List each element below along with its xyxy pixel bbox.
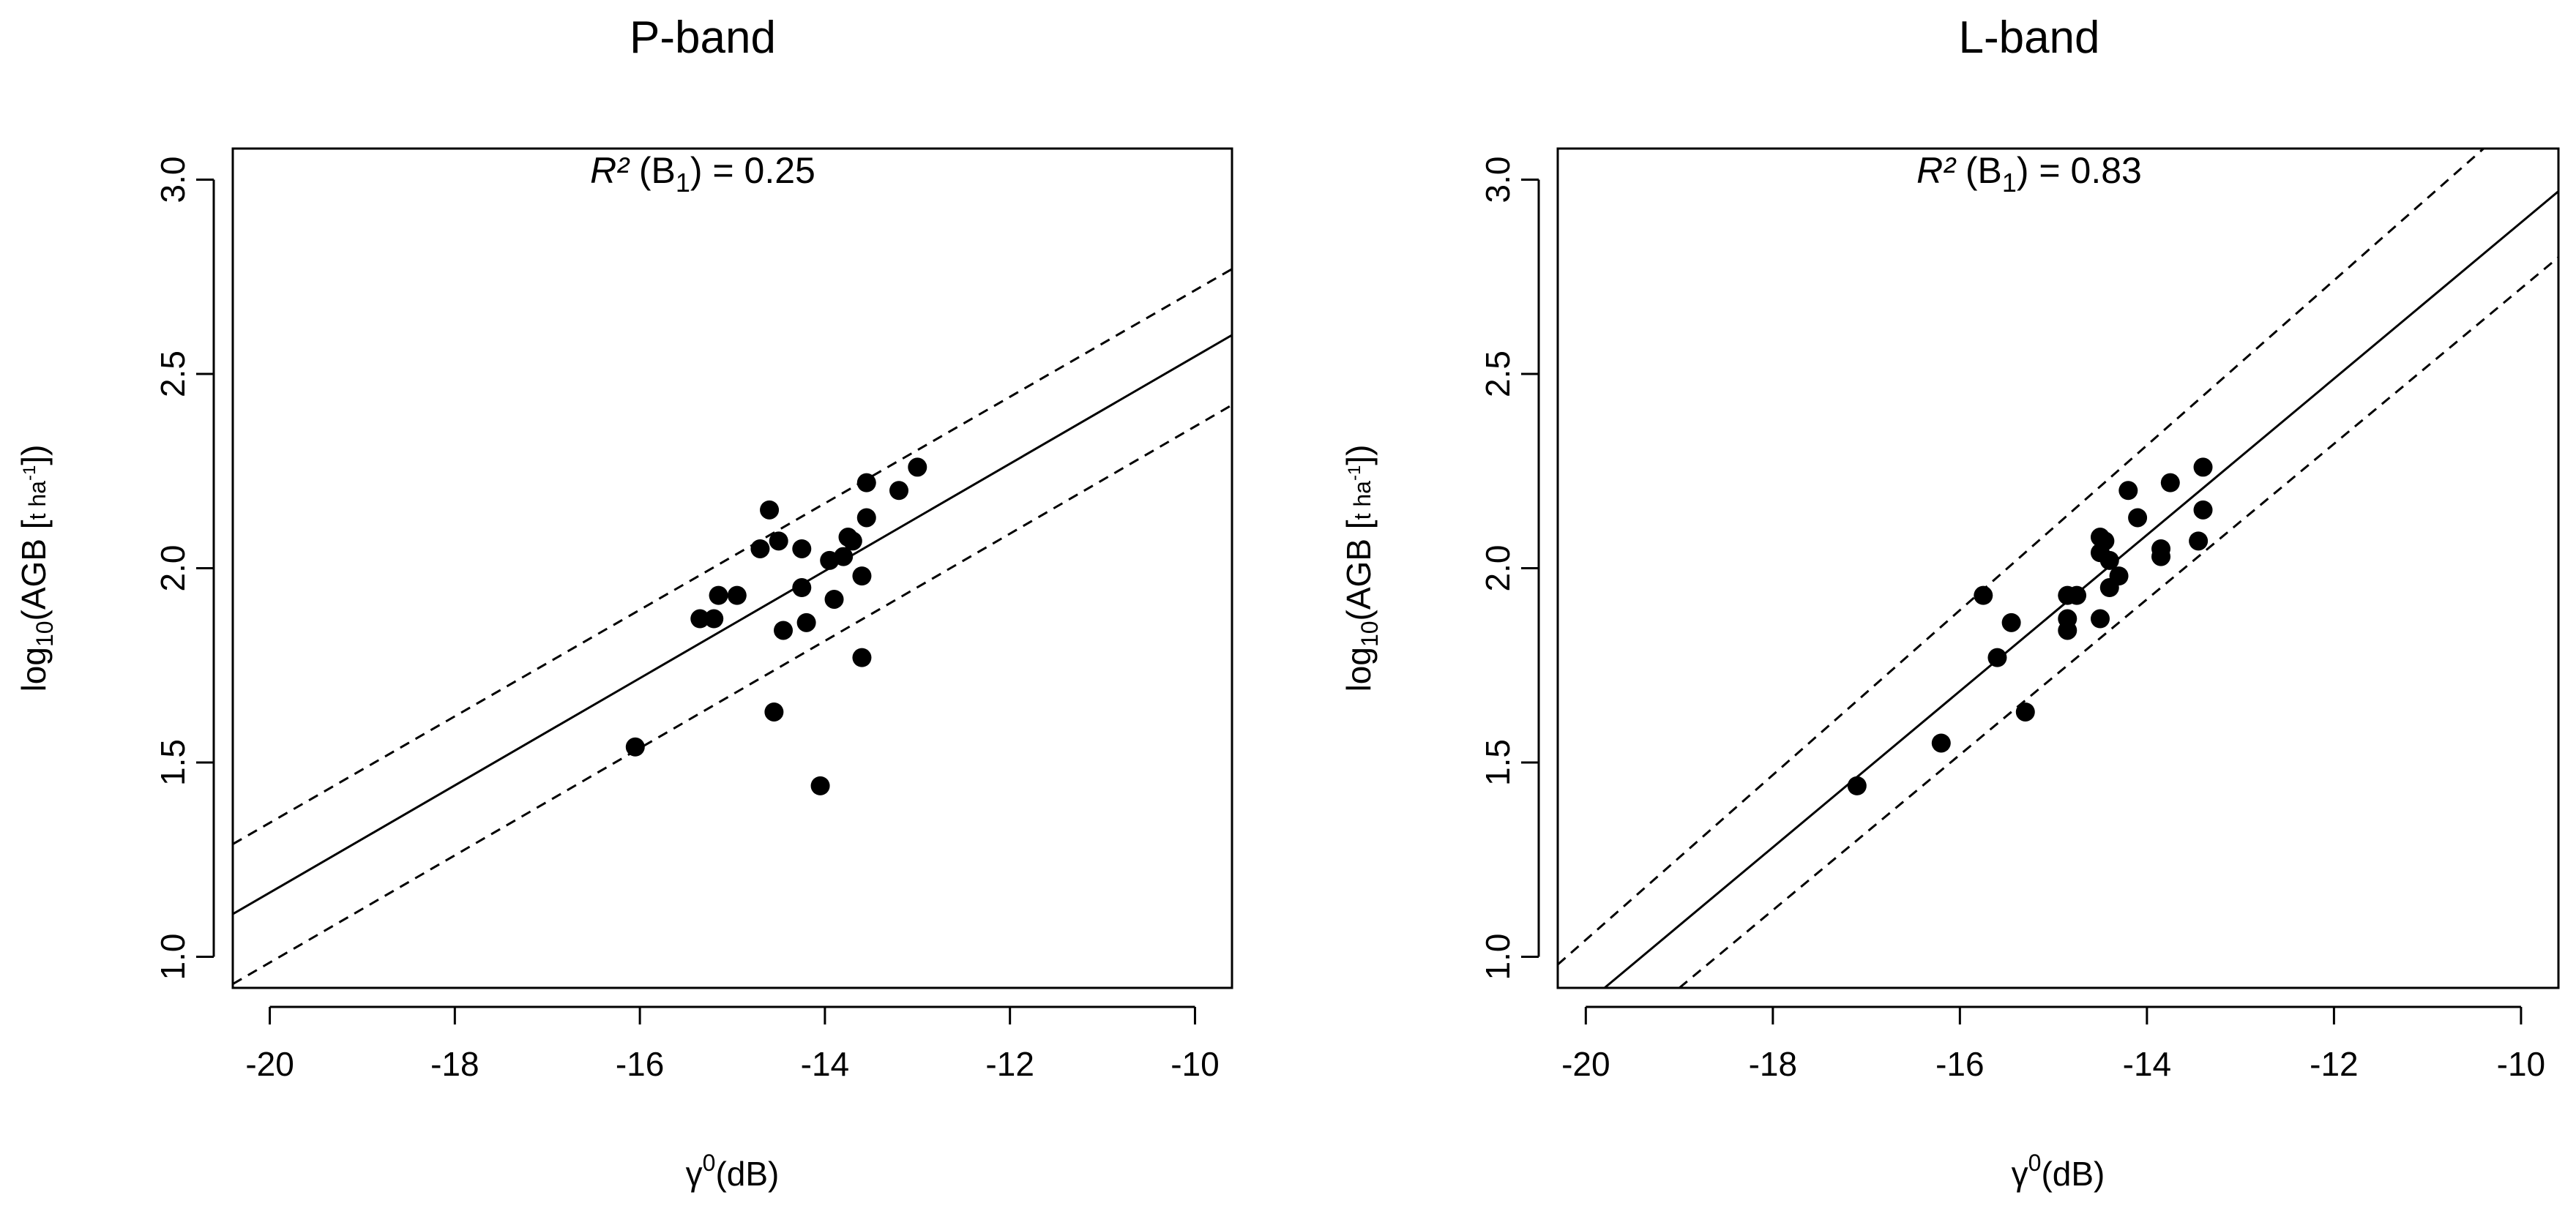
x-tick-label: -12 [985,1045,1034,1083]
x-tick-label: -16 [1935,1045,1984,1083]
chart-title: L-band [1958,12,2099,63]
plot-frame [231,147,1233,989]
upper-interval-line [233,268,1232,845]
data-point [792,539,812,558]
y-tick-label: 2.5 [1479,351,1517,397]
data-point [852,566,872,586]
y-tick-label: 3.0 [1479,157,1517,203]
data-point [889,481,908,501]
data-point [792,578,812,598]
data-point [852,648,872,667]
x-tick-label: -18 [1749,1045,1797,1083]
data-point [774,621,794,640]
y-tick-label: 1.5 [1479,739,1517,786]
data-point [810,776,830,795]
data-point [769,531,788,551]
data-point [760,500,780,520]
x-tick-label: -10 [2497,1045,2545,1083]
data-point [2015,702,2035,722]
data-point [2109,566,2129,586]
y-tick-label: 2.5 [154,351,192,397]
data-point [2090,609,2110,629]
data-point [2001,612,2021,632]
data-point [2118,481,2138,501]
plot-frame [1556,147,2560,989]
x-tick-label: -14 [801,1045,849,1083]
data-point [750,539,770,558]
data-point [1974,585,1993,605]
lower-interval-line [233,404,1232,985]
data-point [2193,457,2213,477]
data-point [2128,508,2148,528]
x-tick-label: -10 [1171,1045,1219,1083]
data-point [1847,776,1867,795]
p-band-panel: P-band -20 -18 -16 -14 -12 -10 1.0 1.5 2.0 2.5 3.0 γ… [15,12,1233,1193]
data-point [2193,500,2213,520]
data-point [2160,473,2180,492]
data-point [2095,531,2115,551]
data-point [690,609,710,629]
data-point [2189,531,2209,551]
r-squared-annotation: R² (B1) = 0.25 [590,150,815,198]
data-point [2067,585,2087,605]
y-axis-label: log10(AGB [t ha-1]) [15,445,58,692]
y-tick-label: 1.0 [1479,934,1517,981]
data-point [625,737,645,757]
data-point [796,612,816,632]
data-point [856,473,876,492]
x-tick-label: -16 [616,1045,664,1083]
data-point [764,702,784,722]
x-axis-label: γ0(dB) [686,1150,780,1193]
data-point [824,589,844,609]
y-tick-label: 2.0 [154,545,192,592]
y-tick-label: 2.0 [1479,545,1517,592]
data-point [843,531,862,551]
y-axis-label: log10(AGB [t ha-1]) [1340,445,1383,692]
data-point [709,585,728,605]
y-tick-label: 1.5 [154,739,192,786]
x-tick-label: -12 [2310,1045,2358,1083]
data-point [1987,648,2007,667]
regression-line [233,334,1232,915]
y-tick-label: 3.0 [154,157,192,203]
upper-interval-line [1558,149,2484,966]
x-tick-label: -20 [245,1045,294,1083]
data-point [908,457,927,477]
data-point [1931,733,1951,753]
y-tick-label: 1.0 [154,934,192,981]
l-band-panel: L-band -20 -18 -16 -14 -12 -10 1.0 1.5 2.0 2.5 3.0 γ… [1340,12,2560,1193]
x-tick-label: -14 [2123,1045,2171,1083]
x-tick-label: -18 [430,1045,479,1083]
data-point [704,609,724,629]
data-point [2151,547,2171,566]
data-point [856,508,876,528]
data-point [834,547,854,566]
data-point [727,585,747,605]
lower-interval-line [1679,256,2558,988]
chart-title: P-band [630,12,776,63]
data-point [2099,550,2119,570]
data-point [2058,621,2077,640]
x-tick-label: -20 [1561,1045,1610,1083]
r-squared-annotation: R² (B1) = 0.83 [1916,150,2142,198]
x-axis-label: γ0(dB) [2012,1150,2105,1193]
